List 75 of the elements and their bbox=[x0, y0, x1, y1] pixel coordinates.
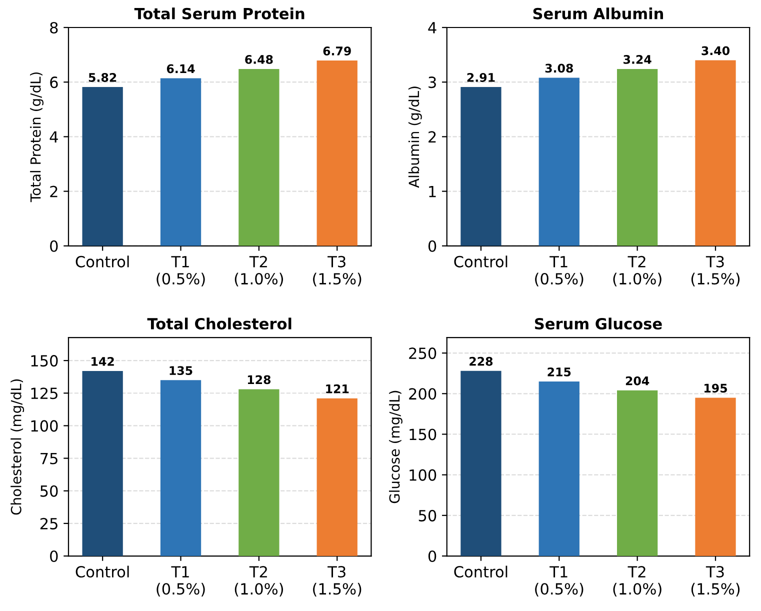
bar bbox=[538, 381, 580, 556]
data-label: 6.14 bbox=[166, 64, 195, 74]
y-tick-label: 75 bbox=[40, 452, 58, 464]
chart-title: Total Cholesterol bbox=[147, 318, 292, 330]
data-label: 3.08 bbox=[545, 64, 573, 73]
x-tick-label: Control bbox=[454, 566, 508, 578]
x-tick-label: T1 (0.5%) bbox=[535, 256, 584, 286]
y-tick-label: 150 bbox=[410, 428, 436, 440]
data-label: 142 bbox=[92, 356, 114, 366]
y-tick-label: 8 bbox=[50, 22, 58, 34]
x-tick-label: T3 (1.5%) bbox=[313, 566, 362, 596]
data-label: 128 bbox=[248, 375, 271, 384]
bar bbox=[695, 398, 736, 556]
y-tick-label: 0 bbox=[428, 240, 436, 252]
bar bbox=[460, 370, 502, 556]
x-tick-label: T2 (1.0%) bbox=[234, 566, 283, 596]
y-tick-label: 125 bbox=[31, 388, 58, 400]
y-tick-label: 4 bbox=[50, 131, 58, 142]
y-tick-label: 0 bbox=[50, 550, 58, 562]
bar bbox=[82, 370, 123, 556]
y-tick-label: 100 bbox=[410, 469, 436, 481]
data-label: 204 bbox=[626, 376, 650, 386]
y-tick-label: 100 bbox=[31, 420, 58, 432]
data-label: 195 bbox=[704, 384, 727, 393]
y-axis-title: Albumin (g/dL) bbox=[408, 86, 422, 188]
bar bbox=[82, 87, 123, 246]
y-tick-label: 25 bbox=[40, 518, 58, 530]
data-label: 5.82 bbox=[88, 73, 116, 82]
chart-title: Serum Albumin bbox=[533, 8, 663, 20]
x-tick-label: Control bbox=[454, 256, 508, 268]
bar bbox=[238, 68, 280, 246]
chart-title: Serum Glucose bbox=[534, 318, 662, 330]
x-tick-label: T1 (0.5%) bbox=[535, 566, 584, 596]
y-axis-title: Total Protein (g/dL) bbox=[30, 72, 44, 202]
y-tick-label: 1 bbox=[429, 186, 436, 198]
bar bbox=[316, 398, 358, 556]
bar bbox=[616, 390, 658, 556]
bar bbox=[160, 78, 202, 246]
y-tick-label: 4 bbox=[428, 22, 436, 34]
x-tick-label: T2 (1.0%) bbox=[613, 566, 662, 596]
bar bbox=[160, 380, 202, 556]
y-tick-label: 50 bbox=[418, 510, 436, 522]
x-tick-label: Control bbox=[76, 256, 129, 268]
x-tick-label: T3 (1.5%) bbox=[313, 256, 362, 286]
y-tick-label: 0 bbox=[428, 550, 436, 562]
y-tick-label: 2 bbox=[428, 131, 436, 142]
x-tick-label: Control bbox=[76, 566, 129, 578]
y-tick-label: 2 bbox=[50, 186, 58, 198]
data-label: 6.48 bbox=[245, 54, 273, 64]
y-axis-title: Cholesterol (mg/dL) bbox=[10, 379, 24, 515]
y-tick-label: 50 bbox=[40, 485, 58, 497]
y-tick-label: 250 bbox=[409, 348, 436, 360]
bar bbox=[316, 60, 358, 246]
x-tick-label: T2 (1.0%) bbox=[613, 256, 662, 286]
y-tick-label: 6 bbox=[50, 76, 58, 88]
data-label: 6.79 bbox=[323, 46, 351, 56]
bar bbox=[238, 389, 280, 556]
data-label: 215 bbox=[548, 367, 571, 376]
x-tick-label: T2 (1.0%) bbox=[234, 256, 283, 286]
data-label: 2.91 bbox=[467, 73, 495, 82]
y-axis-title: Glucose (mg/dL) bbox=[388, 390, 402, 504]
data-label: 3.40 bbox=[702, 46, 730, 56]
y-tick-label: 150 bbox=[31, 355, 58, 367]
x-tick-label: T3 (1.5%) bbox=[691, 256, 740, 286]
x-tick-label: T3 (1.5%) bbox=[691, 566, 740, 596]
y-tick-label: 200 bbox=[409, 388, 436, 400]
y-tick-label: 3 bbox=[428, 76, 436, 88]
x-tick-label: T1 (0.5%) bbox=[156, 256, 205, 286]
chart-title: Total Serum Protein bbox=[134, 8, 304, 20]
data-label: 135 bbox=[170, 366, 192, 376]
data-label: 228 bbox=[470, 356, 493, 366]
x-tick-label: T1 (0.5%) bbox=[156, 566, 205, 596]
y-tick-label: 0 bbox=[50, 240, 58, 252]
data-label: 3.24 bbox=[624, 54, 652, 64]
data-label: 121 bbox=[326, 384, 349, 394]
